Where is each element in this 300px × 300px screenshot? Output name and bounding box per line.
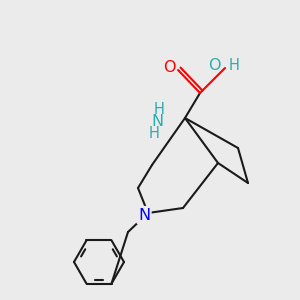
Text: H: H [229,58,240,74]
Text: O: O [163,61,175,76]
Text: N: N [138,208,150,223]
Text: H: H [148,127,159,142]
Text: O: O [208,58,221,74]
Text: N: N [151,115,163,130]
Text: H: H [154,103,164,118]
